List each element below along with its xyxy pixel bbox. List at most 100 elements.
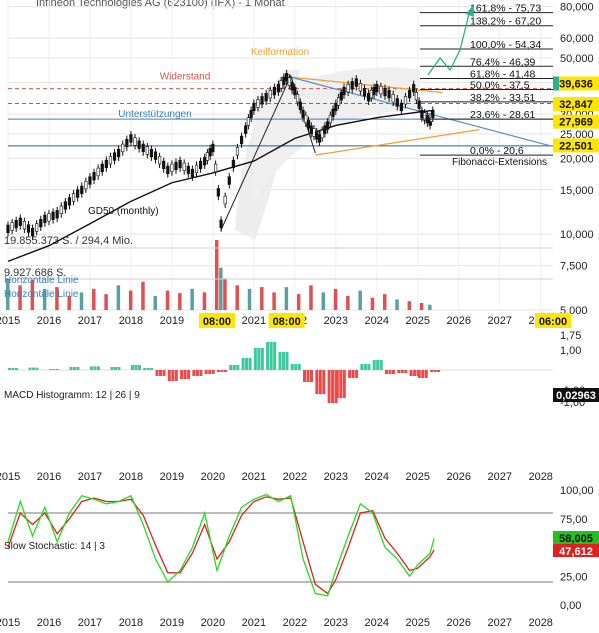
price-axis-tick: 15,000 [560,185,594,197]
stoch-d-line [7,496,435,595]
volume-bar [309,285,313,310]
macd-bar [306,370,310,383]
price-candle-body [336,97,341,106]
macd-label: MACD Histogramm: 12 | 26 | 9 [4,390,140,401]
price-candle-body [383,87,387,97]
volume-bar [202,292,207,310]
volume-bar [153,295,158,310]
price-candle-body [369,89,373,99]
hline-label-1: Horizontale Linie [4,275,79,286]
price-candle-body [216,188,220,197]
volume-label-1: 19.855.373 S. / 294,4 Mio. [4,235,133,247]
price-candle-body [96,167,100,177]
volume-bar [42,288,47,310]
fib-level-label: 100,0% - 54,34 [470,39,541,51]
price-axis-tick: 10,000 [560,229,594,241]
macd-bar [331,370,335,404]
price-candle-body [18,217,22,226]
volume-label-2: 9.927.686 S. [4,267,66,279]
hline-label-2: Horizontale Linie [4,289,79,300]
price-axis-tick: 25,000 [560,129,594,141]
macd-bar [211,370,215,375]
macd-bar [146,367,150,370]
price-candle-body [407,89,412,99]
volume-bar [296,294,301,310]
stoch-x-tick: 2026 [447,617,471,628]
fib-level-label: 76,4% - 46,39 [470,56,536,68]
price-candle-body [22,221,26,230]
wedge-label: Keilformation [251,47,309,58]
volume-bar [116,285,121,310]
macd-bar [351,370,355,379]
price-candle-body [141,143,145,153]
projection-arrowhead [466,5,474,17]
macd-bar [48,368,52,370]
stoch-x-tick: 2019 [160,617,184,628]
price-candle-body [276,84,281,93]
macd-bar [150,367,154,370]
macd-x-tick: 2020 [201,471,225,483]
price-tag-label: 39,636 [559,78,593,90]
price-candle-body [403,96,408,105]
price-candle-body [315,131,319,140]
price-candle-body [35,223,39,232]
price-candle-body [145,146,149,155]
price-candle-body [51,211,55,220]
macd-axis-tick: 1,00 [560,345,581,357]
macd-value-tag-bg [553,388,599,402]
chart-title: Infineon Technologies AG (623100) (IFX) … [36,0,285,9]
macd-x-tick: 2022 [283,471,307,483]
stoch-x-tick: 2021 [242,617,266,628]
volume-bar [67,295,71,310]
macd-bar [72,366,76,370]
macd-bar [335,370,339,399]
macd-x-tick: 2026 [447,471,471,483]
price-candle-body [43,214,47,224]
macd-bar [285,351,289,370]
macd-bar [195,370,199,377]
price-candle-body [328,114,332,124]
price-candle-body [358,83,363,92]
macd-bar [143,367,147,370]
projection-line [427,9,471,76]
macd-x-tick: 2017 [78,471,102,483]
macd-bar [15,367,18,370]
price-x-tick: 2019 [160,315,184,327]
macd-bar [269,341,273,370]
macd-bar [384,370,388,375]
price-candle-body [256,99,260,108]
price-candle-body [346,84,350,93]
volume-bar [428,304,432,310]
price-candle-body [309,125,313,134]
volume-bar [284,287,289,310]
macd-bar [11,367,15,370]
macd-bar [232,364,236,370]
price-x-tick: 2023 [324,315,348,327]
price-candle-body [334,102,338,112]
price-candle-body [162,160,166,170]
macd-x-tick: 2021 [242,471,266,483]
fib-level-label: 50,0% - 37,5 [470,80,530,92]
price-candle-body [149,148,154,158]
macd-bar [363,363,367,370]
price-candle-body [219,219,223,228]
macd-bar [167,370,171,382]
price-tag-bg [553,76,599,91]
volume-bar [260,287,264,310]
macd-x-tick: 2024 [365,471,389,483]
macd-bar [421,370,425,379]
macd-bar [117,366,121,370]
price-x-tick: 2021 [242,315,266,327]
macd-bar [245,357,249,370]
stoch-d-tag: 47,612 [559,546,593,558]
price-candle-body [10,222,14,231]
price-candle-body [304,114,308,124]
fib-level-label: 138,2% - 67,20 [470,16,541,28]
price-tag-bg [553,97,599,112]
price-candle-body [208,148,212,157]
macd-bar [348,370,352,379]
price-candle-body [108,156,113,165]
macd-bar [266,341,270,370]
macd-bar [137,364,141,370]
price-candle-body [246,117,251,126]
